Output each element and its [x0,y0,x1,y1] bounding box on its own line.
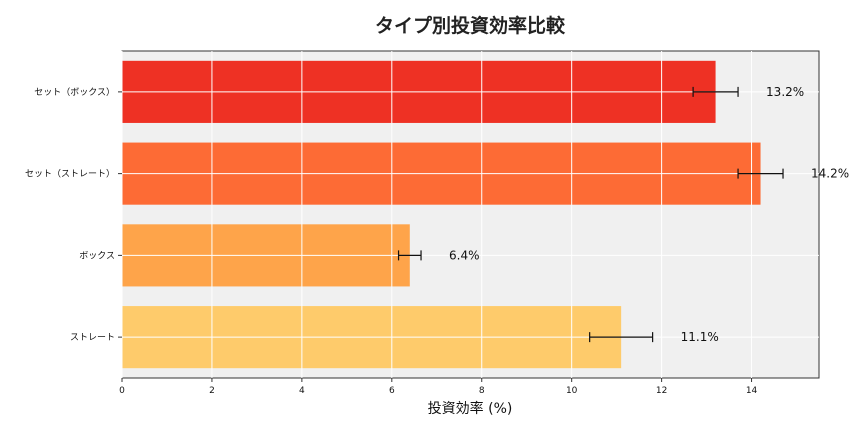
error-bar-3 [589,332,654,343]
x-tick-label-4: 8 [479,386,485,396]
error-bar-1 [737,168,784,179]
x-tick-label-5: 10 [566,386,578,396]
error-bars-group [397,86,784,343]
x-tick-label-7: 14 [746,386,758,396]
error-bar-2 [397,250,422,261]
category-label-0: セット（ボックス） [34,87,115,98]
category-label-1: セット（ストレート） [25,169,115,180]
x-axis-label: 投資効率 (%) [428,400,513,417]
chart-title: タイプ別投資効率比較 [375,14,566,37]
error-bar-0 [692,86,739,97]
x-tick-label-6: 12 [656,386,667,396]
data-label-0: 13.2% [766,85,804,99]
x-tick-label-3: 6 [389,386,395,396]
x-tick-label-2: 4 [299,386,305,396]
category-label-3: ストレート [70,333,115,343]
x-tick-label-0: 0 [119,386,125,396]
data-label-1: 14.2% [811,167,849,181]
x-tick-label-1: 2 [209,386,215,396]
x-axis: 0 2 4 6 8 10 12 14 [119,378,758,396]
grid-lines [121,51,819,378]
data-label-3: 11.1% [681,330,719,344]
category-label-2: ボックス [79,250,115,261]
data-label-2: 6.4% [449,248,480,262]
data-labels-group: 13.2% 14.2% 6.4% 11.1% [449,85,849,344]
